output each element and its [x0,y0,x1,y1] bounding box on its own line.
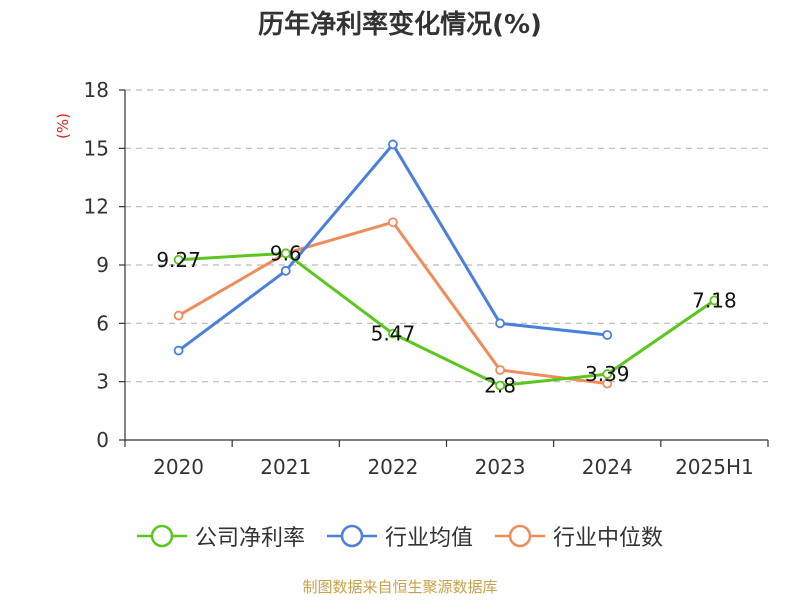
legend-marker-industry-median-icon [495,524,545,548]
legend-label-company: 公司净利率 [194,526,305,551]
data-point-series-1[interactable] [602,330,613,340]
legend-label-industry-median: 行业中位数 [553,526,664,551]
data-point-series-0[interactable] [280,248,291,259]
legend-item-company[interactable]: 公司净利率 [136,520,305,552]
data-label: 2.8 [484,374,516,398]
legend-marker-company-icon [136,524,187,548]
data-point-series-2[interactable] [388,217,398,228]
x-tick-label: 2021 [260,455,311,479]
x-tick-label: 2020 [153,455,204,479]
data-point-series-0[interactable] [388,328,398,339]
x-tick-label: 2022 [367,455,418,479]
data-label: 7.18 [692,288,737,312]
data-point-series-2[interactable] [495,365,505,375]
y-tick-label: 6 [96,311,109,335]
data-point-series-1[interactable] [280,265,291,276]
data-point-series-1[interactable] [173,345,184,356]
legend-marker-industry-mean-icon [326,524,377,548]
data-label: 5.47 [371,322,416,346]
data-point-series-2[interactable] [602,378,613,389]
y-tick-label: 3 [96,370,109,394]
y-tick-label: 18 [84,78,109,102]
data-point-series-0[interactable] [495,380,505,391]
data-point-series-0[interactable] [602,369,613,379]
y-tick-label: 9 [96,253,109,277]
chart-title: 历年净利率变化情况(%) [258,10,542,40]
series-line-0 [178,251,716,388]
data-point-series-1[interactable] [388,139,398,150]
source-note: 制图数据来自恒生聚源数据库 [302,578,498,596]
data-label: 3.39 [585,362,630,386]
data-label: 9.6 [270,241,302,265]
legend-item-industry-median[interactable]: 行业中位数 [495,520,663,552]
data-point-series-1[interactable] [495,318,505,329]
x-tick-label: 2025H1 [675,455,754,479]
y-tick-label: 12 [84,195,109,219]
data-label: 9.27 [156,248,201,272]
series-line-1 [177,142,608,352]
x-tick-label: 2024 [582,455,633,479]
y-tick-label: 15 [84,136,109,160]
legend: 公司净利率 行业均值 行业中位数 [0,518,800,554]
data-point-series-2[interactable] [173,310,184,321]
y-axis-label: (%) [54,113,72,139]
y-tick-label: 0 [96,428,109,452]
legend-item-industry-mean[interactable]: 行业均值 [326,520,473,552]
data-point-series-0[interactable] [709,295,720,306]
x-tick-label: 2023 [475,455,526,479]
data-point-series-0[interactable] [173,254,184,265]
legend-label-industry-mean: 行业均值 [384,526,473,551]
